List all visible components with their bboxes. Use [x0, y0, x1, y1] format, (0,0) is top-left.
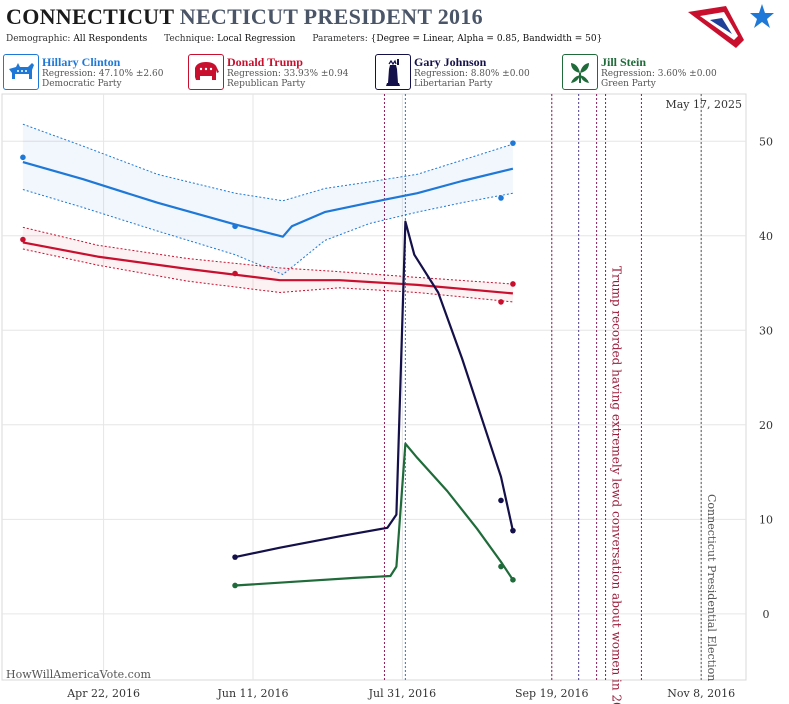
annotation-label: Trump recorded having extremely lewd con… [610, 266, 624, 704]
legend-item-trump[interactable]: Donald Trump Regression: 33.93% ±0.94 Re… [188, 54, 373, 90]
poll-point-clinton [510, 140, 516, 146]
chart-title: CONNECTICUT NECTICUT PRESIDENT 2016 [6, 4, 483, 30]
legend-name-trump: Donald Trump [227, 55, 303, 69]
plot-frame [1, 93, 747, 681]
y-tick-label: 10 [759, 513, 773, 526]
poll-point-clinton [498, 195, 504, 201]
x-tick-label: Jun 11, 2016 [216, 687, 288, 700]
date-stamp: May 17, 2025 [665, 98, 742, 111]
confidence-band-clinton [22, 124, 513, 275]
parameters-line: Demographic: All Respondents Technique: … [6, 34, 616, 44]
legend-item-clinton[interactable]: Hillary Clinton Regression: 47.10% ±2.60… [3, 54, 183, 90]
legend-regression-trump: Regression: 33.93% ±0.94 [227, 69, 349, 79]
liberty-statue-icon [375, 54, 411, 90]
donkey-icon [3, 54, 39, 90]
legend-party-johnson: Libertarian Party [414, 79, 493, 89]
legend-regression-stein: Regression: 3.60% ±0.00 [601, 69, 717, 79]
y-tick-label: 0 [763, 608, 770, 621]
x-tick-label: Sep 19, 2016 [515, 687, 589, 700]
legend-item-johnson[interactable]: Gary Johnson Regression: 8.80% ±0.00 Lib… [375, 54, 560, 90]
poll-point-johnson [498, 497, 504, 504]
lower-bound-clinton [22, 189, 513, 276]
poll-point-trump [510, 281, 516, 287]
legend-name-johnson: Gary Johnson [414, 55, 487, 69]
param-demographic-label: Demographic: [6, 34, 71, 44]
upper-bound-trump [22, 226, 513, 285]
y-tick-label: 30 [759, 324, 773, 337]
trend-line-stein [235, 442, 514, 587]
annotation-label: Connecticut Presidential Election [705, 494, 718, 681]
leaf-icon [562, 54, 598, 90]
legend-party-trump: Republican Party [227, 79, 306, 89]
legend-party-stein: Green Party [601, 79, 656, 89]
y-tick-label: 20 [759, 419, 773, 432]
poll-point-stein [232, 582, 238, 589]
poll-point-clinton [20, 154, 26, 161]
poll-point-stein [498, 563, 504, 570]
upper-bound-clinton [22, 123, 514, 202]
legend-regression-johnson: Regression: 8.80% ±0.00 [414, 69, 530, 79]
legend-party-clinton: Democratic Party [42, 79, 122, 89]
candidate-legend: Hillary Clinton Regression: 47.10% ±2.60… [0, 54, 789, 92]
legend-name-stein: Jill Stein [601, 55, 647, 69]
site-logo-icon [688, 4, 774, 48]
trend-line-johnson [234, 220, 514, 559]
legend-regression-clinton: Regression: 47.10% ±2.60 [42, 69, 164, 79]
poll-point-johnson [232, 554, 238, 560]
y-tick-label: 40 [759, 230, 773, 243]
trend-line-trump [22, 241, 513, 295]
x-tick-label: Jul 31, 2016 [368, 687, 437, 700]
param-demographic-value: All Respondents [73, 34, 148, 44]
lower-bound-trump [22, 248, 513, 303]
site-credit: HowWillAmericaVote.com [6, 668, 151, 681]
param-parameters-value: {Degree = Linear, Alpha = 0.85, Bandwidt… [370, 34, 603, 44]
y-tick-label: 50 [759, 135, 773, 148]
poll-point-clinton [232, 223, 238, 230]
poll-point-trump [498, 299, 504, 305]
title-state: CONNECTICUT [6, 4, 174, 29]
poll-point-stein [510, 577, 516, 583]
poll-point-trump [232, 270, 238, 277]
chart-header: CONNECTICUT NECTICUT PRESIDENT 2016 Demo… [0, 0, 789, 54]
legend-name-clinton: Hillary Clinton [42, 55, 121, 69]
elephant-icon [188, 54, 224, 90]
trend-line-clinton [22, 161, 514, 238]
x-tick-label: Nov 8, 2016 [667, 687, 735, 700]
param-technique-label: Technique: [164, 34, 215, 44]
title-subtitle: NECTICUT PRESIDENT 2016 [179, 4, 483, 29]
param-parameters-label: Parameters: [312, 34, 368, 44]
x-tick-label: Apr 22, 2016 [66, 687, 140, 700]
legend-item-stein[interactable]: Jill Stein Regression: 3.60% ±0.00 Green… [562, 54, 747, 90]
poll-point-johnson [510, 527, 516, 534]
poll-point-trump [20, 236, 26, 243]
param-technique-value: Local Regression [217, 34, 296, 44]
